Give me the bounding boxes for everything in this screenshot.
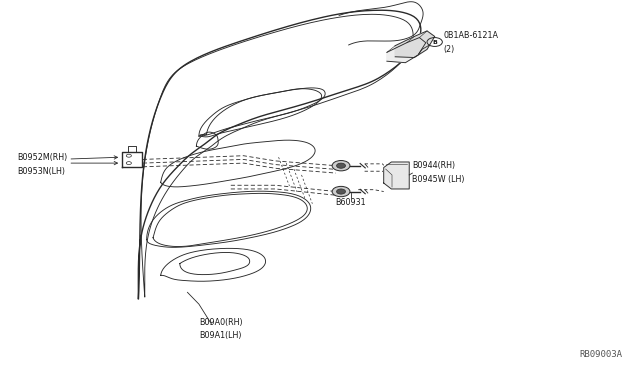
Polygon shape (395, 31, 435, 58)
Circle shape (337, 163, 346, 168)
Circle shape (332, 186, 350, 197)
Text: (2): (2) (444, 45, 455, 54)
Text: RB09003A: RB09003A (580, 350, 623, 359)
Text: B: B (432, 39, 437, 45)
Circle shape (337, 189, 346, 194)
Text: B0952M(RH): B0952M(RH) (17, 153, 68, 162)
Text: B60931: B60931 (335, 198, 366, 207)
Text: 0B1AB-6121A: 0B1AB-6121A (444, 31, 499, 40)
Circle shape (332, 161, 350, 171)
Text: B09A1(LH): B09A1(LH) (199, 331, 241, 340)
Text: B0945W (LH): B0945W (LH) (412, 175, 465, 184)
Text: B09A0(RH): B09A0(RH) (199, 318, 243, 327)
Polygon shape (384, 162, 409, 189)
Text: B0953N(LH): B0953N(LH) (17, 167, 65, 176)
Text: B0944(RH): B0944(RH) (412, 161, 456, 170)
Polygon shape (387, 38, 426, 62)
